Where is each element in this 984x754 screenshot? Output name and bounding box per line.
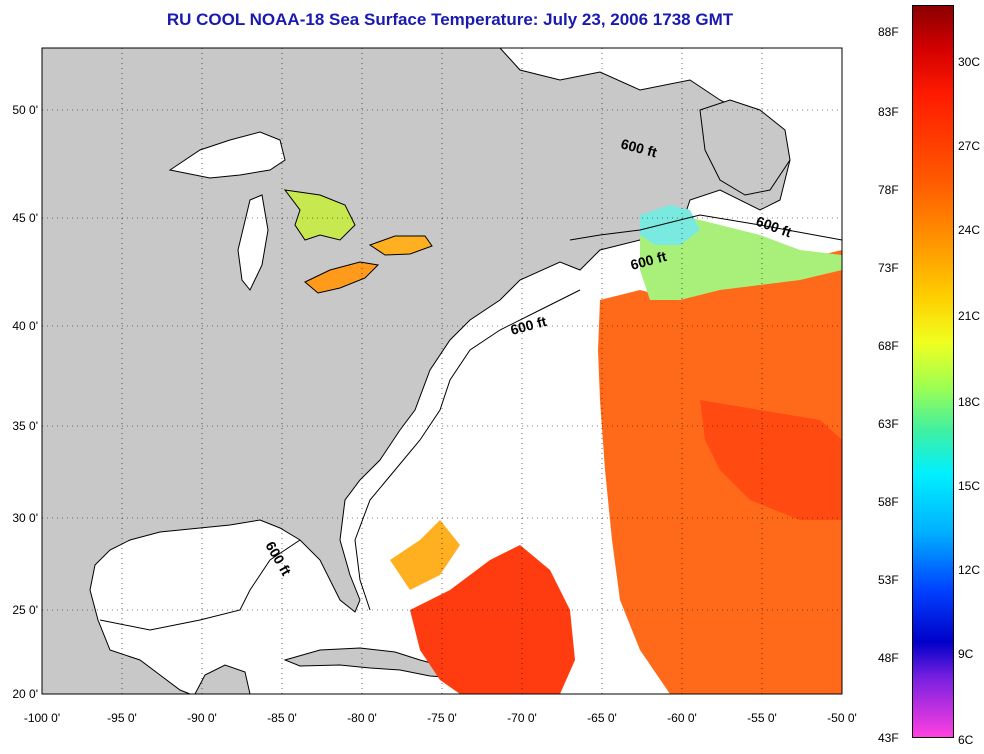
colorbar-c-label: 30C: [958, 55, 981, 69]
map-gridlines: [42, 48, 842, 694]
x-axis-labels: -100 0' -95 0' -90 0' -85 0' -80 0' -75 0' -70…: [24, 711, 857, 725]
map-frame: [41, 47, 843, 695]
colorbar-c-label: 15C: [958, 479, 981, 493]
lake-michigan: [237, 194, 269, 291]
colorbar-f-label: 88F: [878, 25, 899, 39]
lake-superior: [168, 131, 286, 179]
isobath-600ft-contour: [99, 214, 843, 631]
x-tick-label: -95 0': [107, 711, 137, 725]
x-tick-label: -65 0': [587, 711, 617, 725]
sst-warm-core: [700, 400, 842, 520]
x-tick-label: -85 0': [267, 711, 297, 725]
colorbar-f-label: 68F: [878, 339, 899, 353]
y-tick-label: 40 0': [12, 319, 38, 333]
lake-erie: [304, 261, 380, 294]
y-tick-label: 45 0': [12, 211, 38, 225]
lake-huron: [283, 189, 356, 241]
x-tick-label: -70 0': [507, 711, 537, 725]
land-newfoundland: [699, 99, 791, 196]
y-tick-label: 30 0': [12, 511, 38, 525]
x-tick-label: -80 0': [347, 711, 377, 725]
lake-ontario: [368, 235, 433, 256]
colorbar-c-label: 24C: [958, 223, 981, 237]
colorbar-f-label: 53F: [878, 573, 899, 587]
x-tick-label: -50 0': [827, 711, 857, 725]
x-tick-label: -75 0': [427, 711, 457, 725]
colorbar-c-label: 9C: [958, 647, 974, 661]
colorbar-f-label: 73F: [878, 261, 899, 275]
y-axis-labels: 50 0' 45 0' 40 0' 35 0' 30 0' 25 0' 20 0': [12, 103, 38, 701]
colorbar-f-label: 63F: [878, 417, 899, 431]
colorbar-c-label: 18C: [958, 395, 981, 409]
x-tick-label: -60 0': [667, 711, 697, 725]
x-tick-label: -90 0': [187, 711, 217, 725]
colorbar-f-label: 48F: [878, 651, 899, 665]
sst-caribbean: [410, 545, 575, 694]
sst-cold-gulf-maine: [640, 205, 700, 245]
colorbar-f-label: 43F: [878, 731, 899, 745]
y-tick-label: 35 0': [12, 419, 38, 433]
x-tick-label: -55 0': [747, 711, 777, 725]
colorbar-f-label: 58F: [878, 495, 899, 509]
sst-caribbean-yellow: [390, 520, 460, 590]
colorbar-f-label: 78F: [878, 183, 899, 197]
colorbar-f-label: 83F: [878, 105, 899, 119]
colorbar-c-label: 6C: [958, 733, 974, 747]
y-tick-label: 20 0': [12, 687, 38, 701]
y-tick-label: 50 0': [12, 103, 38, 117]
sst-gulf-stream: [598, 250, 842, 694]
y-tick-label: 25 0': [12, 603, 38, 617]
colorbar-c-label: 27C: [958, 139, 981, 153]
map-title: RU COOL NOAA-18 Sea Surface Temperature:…: [166, 10, 734, 29]
colorbar-c-label: 21C: [958, 309, 981, 323]
x-tick-label: -100 0': [24, 711, 60, 725]
temperature-colorbar: [912, 5, 954, 738]
colorbar-c-label: 12C: [958, 563, 981, 577]
